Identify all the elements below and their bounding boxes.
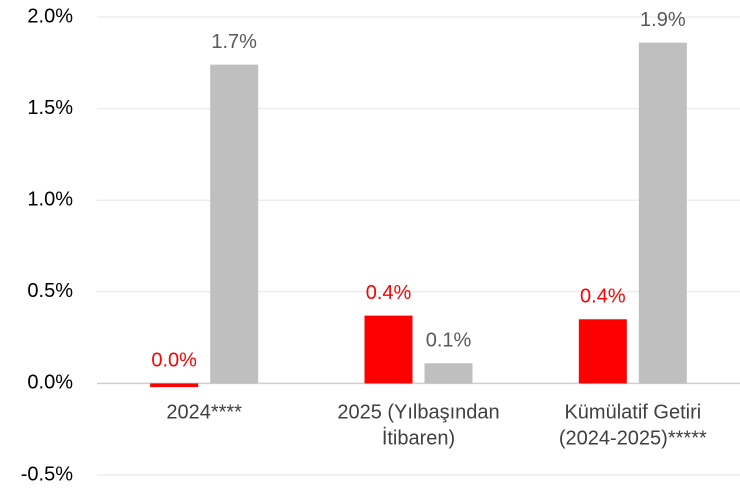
- y-tick-label: 2.0%: [27, 5, 73, 27]
- bar: [364, 315, 413, 384]
- bar: [150, 383, 199, 388]
- x-tick-label: Kümülatif Getiri: [564, 401, 701, 423]
- y-tick-label: 0.0%: [27, 372, 73, 394]
- x-tick-label: 2024****: [166, 401, 242, 423]
- y-tick-label: -0.5%: [21, 463, 73, 485]
- value-label: 0.0%: [151, 350, 197, 372]
- bar: [210, 64, 259, 384]
- value-label: 0.4%: [366, 282, 412, 304]
- y-tick-label: 0.5%: [27, 280, 73, 302]
- x-tick-label: 2025 (Yılbaşından: [337, 401, 499, 423]
- y-tick-label: 1.0%: [27, 188, 73, 210]
- x-tick-label: (2024-2025)*****: [559, 427, 707, 449]
- bar: [578, 319, 627, 384]
- value-label: 0.4%: [580, 286, 626, 308]
- value-label: 1.9%: [640, 9, 686, 31]
- x-tick-label: İtibaren): [382, 426, 455, 449]
- bar: [638, 42, 687, 384]
- value-label: 1.7%: [211, 31, 257, 53]
- y-tick-label: 1.5%: [27, 97, 73, 119]
- value-label: 0.1%: [426, 330, 472, 352]
- bar: [424, 363, 473, 384]
